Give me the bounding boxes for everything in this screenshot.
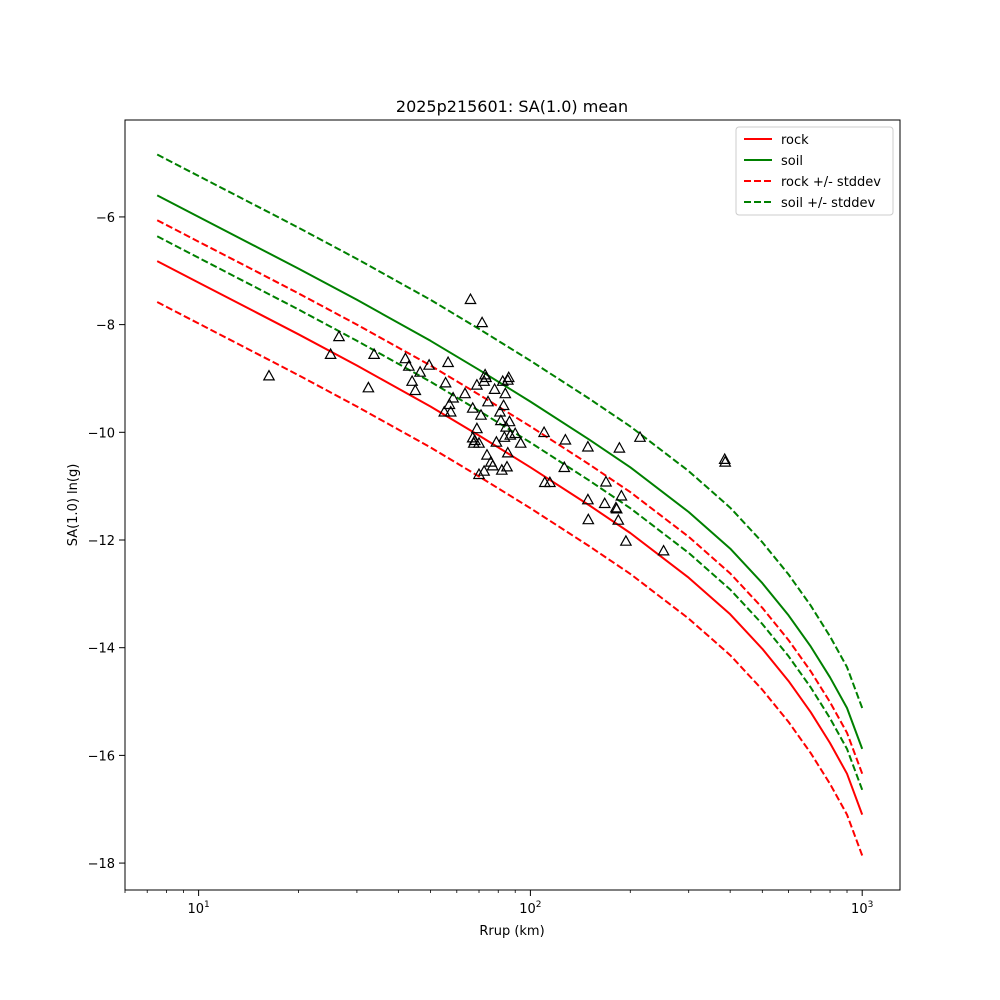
observation-point (503, 415, 516, 427)
plot-background (125, 120, 900, 890)
observation-point (446, 391, 460, 403)
observation-point (479, 370, 493, 383)
x-tick-label: 101 (187, 900, 209, 917)
observation-point (613, 441, 626, 453)
series-line-3 (156, 301, 864, 856)
observation-point (444, 405, 457, 417)
observation-point (559, 433, 572, 445)
observation-point (581, 440, 595, 452)
x-tick-label: 102 (519, 900, 541, 917)
observation-point (499, 420, 513, 432)
observation-point (422, 358, 436, 370)
observation-point (466, 401, 479, 413)
observations-layer (262, 292, 732, 556)
observation-point (502, 370, 515, 383)
observation-point (495, 463, 509, 475)
observation-point (472, 467, 486, 480)
observation-point (598, 496, 611, 509)
legend: rock soil rock +/- stddev soil +/- stddev (735, 126, 894, 216)
plot-frame (124, 119, 901, 891)
observation-point (472, 436, 486, 448)
observation-point (537, 425, 551, 438)
observation-point (488, 382, 501, 394)
observation-point (612, 513, 625, 525)
observation-point (619, 534, 633, 546)
observation-point (324, 347, 337, 359)
observation-point (501, 446, 515, 458)
y-tick-label: −10 (88, 426, 115, 441)
observation-point (475, 316, 489, 328)
observation-point (718, 452, 731, 464)
observation-point (497, 398, 510, 411)
observation-point (508, 426, 522, 439)
chart-title: 2025p215601: SA(1.0) mean (396, 97, 628, 116)
y-tick-label: −6 (96, 211, 115, 226)
y-axis: −6 −8 −10 −12 −14 −16 −18 (88, 211, 125, 872)
observation-point (262, 369, 276, 381)
series-layer (156, 153, 864, 856)
observation-point (499, 387, 512, 399)
observation-point (441, 355, 455, 368)
observation-point (633, 430, 647, 442)
series-line-2 (156, 219, 864, 775)
x-tick-label: 103 (851, 900, 873, 917)
observation-point (582, 513, 595, 525)
observation-point (464, 292, 477, 305)
observation-point (610, 502, 623, 514)
observation-point (413, 365, 427, 377)
observation-point (496, 374, 509, 386)
y-tick-label: −12 (88, 534, 115, 549)
observation-point (543, 475, 557, 488)
observation-point (458, 387, 472, 399)
legend-label: soil +/- stddev (781, 196, 876, 211)
observation-point (486, 459, 499, 471)
y-tick-label: −16 (88, 749, 115, 764)
observation-point (504, 428, 517, 440)
y-axis-label: SA(1.0) ln(g) (66, 464, 81, 547)
observation-point (718, 455, 732, 467)
observation-point (438, 405, 451, 417)
series-line-4 (156, 153, 864, 709)
observation-point (514, 436, 527, 448)
observation-point (477, 464, 491, 476)
plot-area (124, 119, 901, 891)
observation-point (599, 475, 613, 487)
observation-point (399, 352, 412, 364)
observation-point (500, 460, 514, 472)
observation-point (405, 374, 419, 386)
observation-point (494, 414, 508, 426)
observation-point (481, 395, 495, 407)
observation-point (581, 493, 595, 505)
observation-point (558, 460, 571, 473)
observation-point (332, 330, 346, 342)
series-line-1 (156, 194, 864, 750)
observation-point (657, 544, 670, 556)
observation-point (474, 408, 488, 420)
x-axis-label: Rrup (km) (479, 924, 544, 939)
observation-point (615, 489, 628, 501)
observation-point (470, 422, 484, 434)
y-tick-label: −8 (96, 319, 115, 334)
x-axis: 101 102 103 (124, 890, 873, 917)
legend-label: soil (781, 154, 803, 169)
y-tick-label: −18 (88, 857, 115, 872)
observation-point (367, 347, 381, 359)
series-line-5 (156, 235, 864, 791)
y-tick-label: −14 (88, 642, 115, 657)
legend-label: rock (781, 133, 809, 148)
observation-point (439, 376, 452, 388)
series-line-0 (156, 260, 864, 815)
observation-point (409, 383, 422, 396)
legend-label: rock +/- stddev (781, 175, 881, 190)
legend-box (735, 126, 894, 216)
observation-point (480, 448, 494, 460)
observation-point (362, 381, 375, 393)
observation-point (402, 359, 416, 371)
